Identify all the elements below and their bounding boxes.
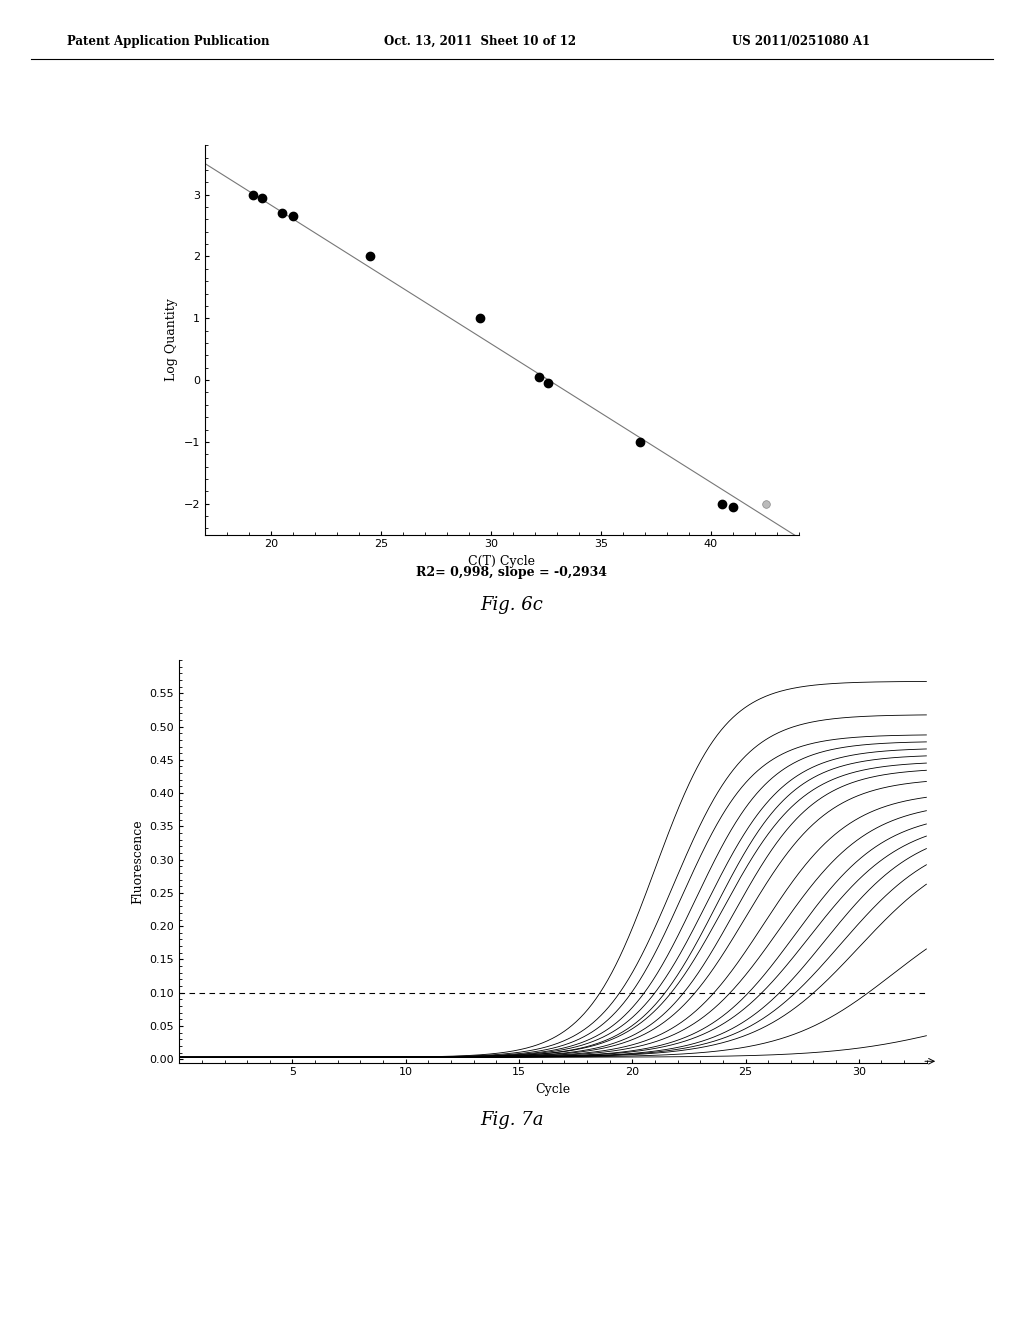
Text: Patent Application Publication: Patent Application Publication <box>67 34 269 48</box>
X-axis label: C(T) Cycle: C(T) Cycle <box>468 554 536 568</box>
Y-axis label: Log Quantity: Log Quantity <box>165 298 178 381</box>
Text: Oct. 13, 2011  Sheet 10 of 12: Oct. 13, 2011 Sheet 10 of 12 <box>384 34 577 48</box>
Text: Fig. 6c: Fig. 6c <box>480 595 544 614</box>
Text: US 2011/0251080 A1: US 2011/0251080 A1 <box>732 34 870 48</box>
Text: Fig. 7a: Fig. 7a <box>480 1110 544 1129</box>
Y-axis label: Fluorescence: Fluorescence <box>131 818 144 904</box>
Text: R2= 0,998, slope = -0,2934: R2= 0,998, slope = -0,2934 <box>417 565 607 578</box>
X-axis label: Cycle: Cycle <box>536 1082 570 1096</box>
